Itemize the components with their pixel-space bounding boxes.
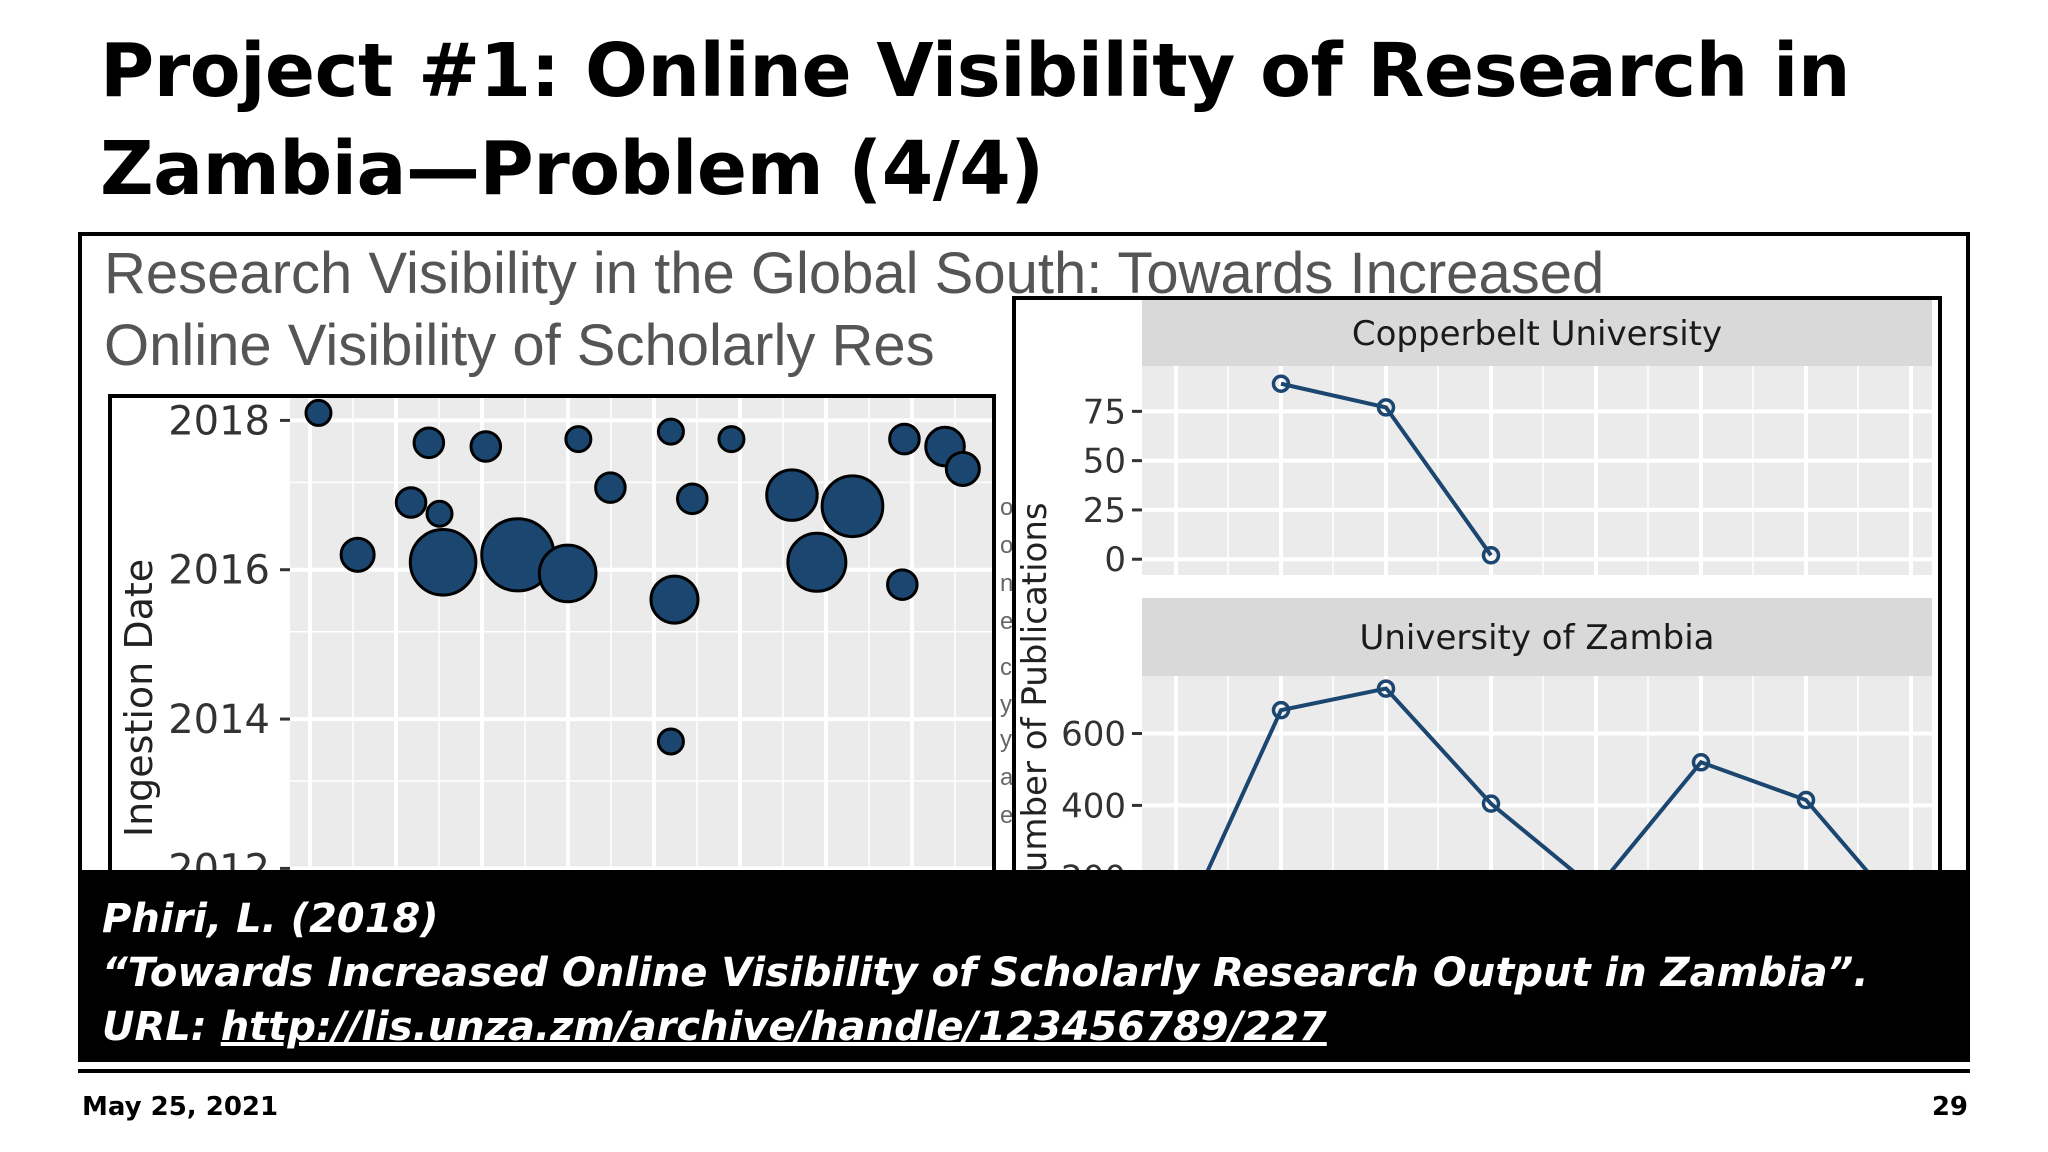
citation-caption: Phiri, L. (2018) “Towards Increased Onli… — [78, 870, 1970, 1062]
bubble-point — [717, 425, 746, 454]
line-chart: Number of Publications Copperbelt Univers… — [1016, 300, 1932, 932]
footer-rule — [78, 1069, 1970, 1073]
bubble-point — [564, 425, 593, 454]
page-number: 29 — [1931, 1092, 1968, 1122]
stray-char: e — [1000, 802, 1014, 829]
y-tick-label: 600 — [1061, 715, 1126, 755]
citation-url-prefix: URL: — [102, 1004, 221, 1050]
bubble-point — [886, 568, 919, 601]
bubble-chart-panel: 2012201420162018Ingestion Date — [108, 394, 996, 932]
series-line — [1280, 381, 1493, 557]
stray-char: o — [1000, 532, 1014, 559]
bubble-point — [944, 450, 981, 487]
facet-strip-label: Copperbelt University — [1352, 314, 1722, 354]
facet-strip-label: University of Zambia — [1359, 618, 1714, 658]
bubble-point — [412, 426, 446, 460]
y-tick-label: 2014 — [168, 697, 270, 743]
bubble-point — [408, 527, 478, 597]
citation-author-year: Phiri, L. (2018) — [102, 896, 439, 942]
series-line — [1177, 686, 1913, 932]
slide-title-line2: Zambia—Problem (4/4) — [100, 126, 1044, 212]
y-tick-label: 50 — [1083, 442, 1126, 482]
y-axis-label: Ingestion Date — [117, 559, 161, 837]
paper-title-line1: Research Visibility in the Global South:… — [104, 241, 1605, 306]
stray-char: o — [1000, 494, 1014, 521]
paper-figure: Research Visibility in the Global South:… — [78, 232, 1970, 936]
bubble-point — [394, 486, 428, 519]
series-point — [1271, 374, 1291, 393]
y-axis-label: Number of Publications — [1016, 502, 1055, 897]
bubble-point — [656, 417, 685, 446]
stray-char: n — [1000, 570, 1014, 597]
y-tick-label: 75 — [1083, 392, 1126, 432]
bubble-point — [469, 430, 503, 463]
slide-title: Project #1: Online Visibility of Researc… — [100, 22, 2000, 218]
stray-char: a — [1000, 764, 1014, 791]
bubble-point — [304, 398, 333, 427]
citation-title: “Towards Increased Online Visibility of … — [102, 950, 1869, 996]
y-tick-label: 2018 — [168, 398, 270, 444]
facet-background — [1142, 366, 1932, 575]
bubble-point — [594, 471, 627, 504]
footer-date: May 25, 2021 — [82, 1092, 279, 1122]
y-tick-label: 25 — [1083, 491, 1126, 531]
slide-title-line1: Project #1: Online Visibility of Researc… — [100, 28, 1851, 114]
series-point — [1376, 398, 1396, 417]
bubble-point — [676, 482, 709, 516]
stray-char: c — [1000, 654, 1012, 681]
stray-char: y — [1000, 691, 1012, 718]
y-tick-label: 400 — [1061, 786, 1126, 826]
citation-url-line: URL: http://lis.unza.zm/archive/handle/1… — [102, 1000, 1946, 1054]
paper-title: Research Visibility in the Global South:… — [104, 238, 1904, 382]
bubble-point — [649, 574, 700, 625]
series-point — [1376, 679, 1396, 698]
bubble-point — [786, 531, 848, 593]
facet-strip — [1142, 598, 1932, 676]
citation-url-link[interactable]: http://lis.unza.zm/archive/handle/123456… — [220, 1004, 1327, 1050]
y-tick-label: 2016 — [168, 548, 270, 594]
bubble-point — [888, 422, 921, 456]
stray-char: e — [1000, 608, 1014, 635]
bubble-point — [820, 474, 885, 539]
series-point — [1691, 753, 1711, 772]
bubble-point — [765, 468, 819, 522]
bubble-point — [656, 727, 685, 756]
series-point — [1481, 794, 1501, 813]
bubble-point — [339, 536, 376, 573]
bubble-chart: 2012201420162018Ingestion Date — [117, 398, 992, 932]
line-chart-panel: Number of Publications Copperbelt Univers… — [1012, 296, 1942, 932]
paper-title-line2: Online Visibility of Scholarly Res — [104, 313, 935, 378]
bubble-point — [537, 543, 598, 604]
bubble-point — [425, 499, 454, 528]
series-point — [1271, 700, 1291, 720]
stray-char: y — [1000, 726, 1012, 753]
series-point — [1481, 546, 1501, 565]
facet-strip — [1142, 300, 1932, 366]
y-tick-label: 0 — [1104, 540, 1126, 580]
series-point — [1796, 790, 1816, 810]
